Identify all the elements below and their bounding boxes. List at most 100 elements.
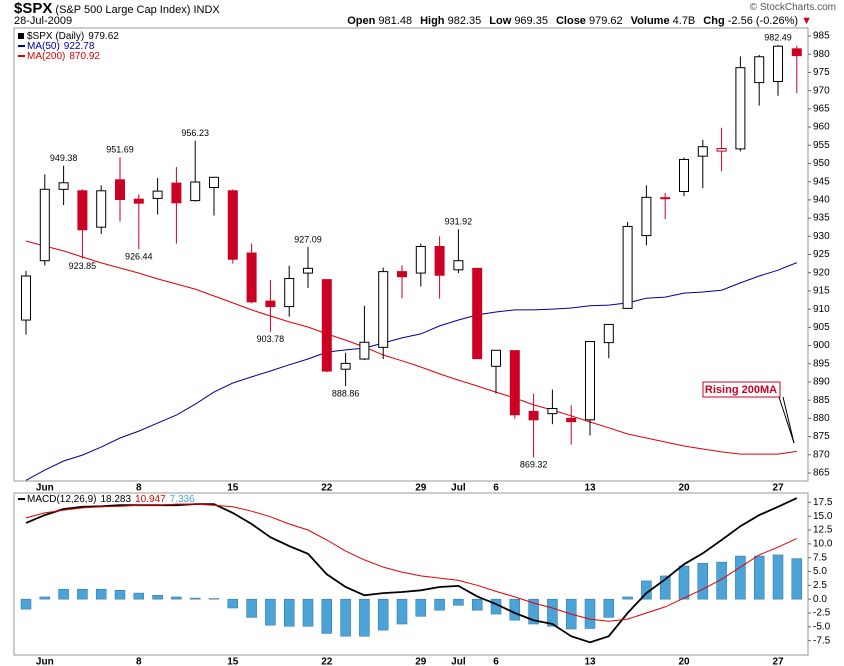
candle-body <box>265 300 276 308</box>
histogram-bar <box>603 598 615 618</box>
x-tick-label: 6 <box>493 657 499 666</box>
histogram-bar <box>396 598 408 625</box>
exchange: INDX <box>193 4 220 16</box>
high-label: 951.69 <box>106 145 134 155</box>
x-tick-label: 8 <box>136 483 142 494</box>
moving-average <box>25 240 797 455</box>
quote-label: Close <box>555 15 586 27</box>
y-tick-label: 895 <box>813 358 830 369</box>
y-tick-label: 975 <box>813 67 830 78</box>
histogram-bar <box>227 598 239 609</box>
legend-value: 979.62 <box>88 31 119 42</box>
legend-swatch <box>18 33 24 39</box>
histogram-bar <box>678 565 690 600</box>
quote-value: 982.35 <box>447 15 482 27</box>
candle-body <box>434 245 445 276</box>
y-tick-label: 980 <box>813 49 830 60</box>
y-tick-label: 890 <box>813 377 830 388</box>
histogram-bar <box>753 555 765 600</box>
y-tick-label: 970 <box>813 85 830 96</box>
y-tick-label: 900 <box>813 340 830 351</box>
candle-body <box>378 271 389 348</box>
legend-value: 10.947 <box>135 494 166 505</box>
histogram-bar <box>434 598 445 611</box>
y-tick-label: 955 <box>813 140 830 151</box>
y-tick-label: 985 <box>813 31 830 42</box>
histogram-bar <box>716 561 727 600</box>
histogram-bar <box>509 598 521 621</box>
candle-body <box>246 252 257 303</box>
candle-body <box>697 146 708 157</box>
quote-value: 979.62 <box>589 15 623 27</box>
y-tick-label: -7.5 <box>813 635 831 646</box>
x-tick-label: 20 <box>678 657 690 666</box>
candle-body <box>190 181 201 202</box>
y-tick-label: 905 <box>813 322 830 333</box>
candle-body <box>660 197 671 200</box>
x-tick-label: 15 <box>227 483 239 494</box>
legend-value: 18.283 <box>100 494 131 505</box>
x-tick-label: 29 <box>415 657 427 666</box>
candle-body <box>641 196 652 237</box>
candle-body <box>566 417 577 423</box>
candle-body <box>415 245 426 274</box>
x-tick-label: 8 <box>136 657 142 666</box>
credit: © StockCharts.com <box>749 2 836 13</box>
histogram-bar <box>58 588 69 600</box>
quote-value: 4.7B <box>672 15 696 27</box>
candle-body <box>491 349 501 367</box>
legend-label: MACD(12,26,9) 18.283 10.947 7.336 <box>27 494 195 505</box>
y-tick-label: 950 <box>813 158 830 169</box>
y-tick-label: 17.5 <box>813 497 833 508</box>
candle-body <box>679 158 689 193</box>
high-label: 982.49 <box>764 33 792 43</box>
header: $SPX (S&P 500 Large Cap Index) INDX <box>14 0 220 17</box>
histogram-bar <box>622 596 633 600</box>
quote-label: Chg <box>703 15 725 27</box>
y-tick-label: 15.0 <box>813 511 833 522</box>
candle-body <box>528 410 539 421</box>
x-tick-label: 27 <box>772 483 784 494</box>
x-tick-label: Jul <box>451 483 466 494</box>
candle-body <box>284 278 295 308</box>
index-name: (S&P 500 Large Cap Index) <box>55 4 191 16</box>
histogram-bar <box>735 555 746 600</box>
candle-body <box>227 190 238 260</box>
annotation-box <box>702 381 781 398</box>
change-arrow: ▼ <box>798 15 812 27</box>
candle-body <box>77 190 88 231</box>
y-tick-label: 865 <box>813 468 830 479</box>
histogram-bar <box>340 598 351 637</box>
y-tick-label: 935 <box>813 213 830 224</box>
high-label: 956.23 <box>181 128 209 138</box>
macd-line <box>25 503 798 622</box>
high-label: 949.38 <box>50 153 78 163</box>
histogram-bar <box>453 598 464 606</box>
candle-body <box>585 341 595 421</box>
low-label: 888.86 <box>332 388 360 398</box>
quote-label: Open <box>347 15 376 27</box>
low-label: 869.32 <box>520 460 548 470</box>
legend-label: $SPX (Daily) 979.62 <box>27 31 119 42</box>
low-label: 903.78 <box>257 334 285 344</box>
candle-body <box>453 260 464 271</box>
candle-body <box>39 188 50 262</box>
candle-body <box>58 182 69 190</box>
candle-body <box>96 190 107 228</box>
candle-body <box>115 179 125 201</box>
x-tick-label: Jun <box>36 483 54 494</box>
histogram-bar <box>283 598 295 627</box>
legend-value: 922.78 <box>64 41 95 52</box>
x-tick-label: 20 <box>678 483 690 494</box>
histogram-bar <box>697 562 709 600</box>
histogram-bar <box>20 598 32 610</box>
candle-body <box>133 198 144 204</box>
x-tick-label: 22 <box>321 657 333 666</box>
histogram-bar <box>189 597 201 600</box>
date: 28-Jul-2009 <box>14 15 73 27</box>
candle-body <box>773 45 783 83</box>
annotation-arrow <box>782 396 795 444</box>
x-tick-label: 27 <box>772 657 784 666</box>
histogram-bar <box>471 598 483 611</box>
legend-label: MA(200) 870.92 <box>27 51 100 62</box>
